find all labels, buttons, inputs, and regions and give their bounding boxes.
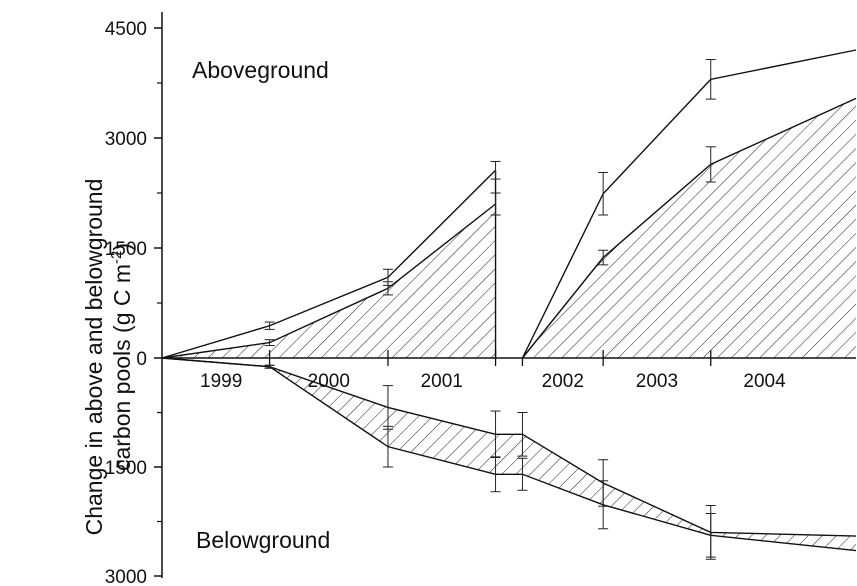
axes [154, 12, 856, 578]
y-axis-title-line1: Change in above and belowground [81, 179, 107, 536]
y-tick-label: 1500 [105, 458, 147, 479]
y-tick-label: 3000 [105, 567, 147, 586]
error-bars [264, 59, 716, 560]
y-tick-label: 0 [136, 349, 147, 370]
x-tick-label: 2004 [743, 371, 786, 392]
x-tick-label: 2003 [636, 371, 678, 392]
y-tick-label: 3000 [105, 129, 147, 150]
hatched-areas [162, 98, 856, 551]
belowground-label: Belowground [196, 527, 330, 553]
below-hatched-area [162, 358, 856, 551]
above-hatched-area-2 [522, 98, 856, 359]
x-tick-label: 1999 [200, 371, 242, 392]
aboveground-label: Aboveground [192, 57, 329, 83]
below-upper-line [161, 357, 857, 537]
above-lower-line-1 [161, 203, 496, 359]
y-tick-label: 1500 [105, 239, 147, 260]
above-upper-line-2 [521, 49, 857, 359]
x-tick-label: 2000 [308, 371, 350, 392]
above-hatched-area-1 [162, 204, 496, 358]
below-lower-line [161, 357, 857, 552]
above-upper-line-1 [161, 169, 497, 359]
above-lower-line-2 [521, 97, 857, 359]
y-axis-title-line2: carbon pools (g C m-2) [108, 243, 135, 471]
series-lines [161, 49, 857, 552]
y-axis-title: Change in above and belowground carbon p… [81, 179, 135, 536]
tick-labels: 4500 3000 1500 0 1500 3000 1999 2000 2001 2002 200… [105, 19, 786, 586]
y-tick-label: 4500 [105, 19, 147, 40]
x-tick-label: 2002 [542, 371, 584, 392]
x-tick-label: 2001 [421, 371, 463, 392]
